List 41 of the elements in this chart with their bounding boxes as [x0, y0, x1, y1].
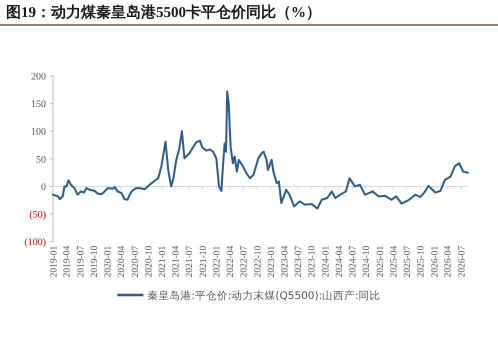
y-tick-label: 50 [36, 154, 46, 166]
y-tick-label: 200 [31, 72, 46, 82]
x-tick-label: 2025-04 [389, 245, 400, 278]
x-tick-label: 2022-10 [253, 245, 264, 278]
x-tick-label: 2022-07 [240, 245, 250, 278]
y-tick-label: 100 [31, 126, 46, 138]
x-tick-label: 2020-01 [104, 245, 114, 278]
y-tick-label: (50) [29, 210, 46, 221]
x-tick-label: 2021-04 [172, 245, 182, 278]
y-tick-label: (100) [24, 237, 46, 248]
x-tick-label: 2022-01 [212, 245, 223, 278]
x-tick-label: 2025-07 [402, 245, 413, 278]
x-tick-label: 2020-07 [130, 245, 141, 278]
x-tick-label: 2025-01 [376, 245, 386, 278]
x-tick-label: 2020-10 [144, 245, 155, 278]
x-tick-label: 2024-10 [362, 245, 372, 278]
x-tick-label: 2023-07 [294, 245, 304, 278]
x-tick-label: 2021-10 [198, 245, 209, 278]
x-tick-label: 2023-01 [267, 245, 278, 278]
x-tick-label: 2021-01 [158, 245, 168, 278]
x-tick-label: 2019-04 [62, 245, 73, 278]
x-tick-label: 2023-10 [308, 245, 318, 278]
x-tick-label: 2026-01 [430, 245, 440, 278]
y-tick-label: 0 [41, 182, 46, 193]
x-tick-label: 2023-04 [280, 245, 290, 278]
x-tick-label: 2026-07 [457, 245, 468, 278]
line-series [52, 90, 469, 210]
x-tick-label: 2021-07 [185, 245, 196, 278]
x-tick-label: 2024-04 [334, 245, 345, 278]
x-tick-label: 2019-01 [49, 245, 60, 278]
x-tick-label: 2019-10 [90, 245, 100, 278]
x-tick-label: 2020-04 [117, 245, 128, 278]
legend-label: 秦皇岛港:平仓价:动力末煤(Q5500):山西产:同比 [147, 289, 381, 302]
y-tick-label: 150 [31, 99, 46, 110]
chart-title: 图19：动力煤秦皇岛港5500卡平仓价同比（%） [6, 4, 321, 21]
x-tick-label: 2022-04 [226, 245, 236, 278]
x-tick-label: 2024-07 [348, 245, 359, 278]
x-tick-label: 2026-04 [444, 245, 454, 278]
x-tick-label: 2025-10 [416, 245, 427, 278]
x-tick-label: 2024-01 [321, 245, 332, 278]
x-tick-label: 2019-07 [76, 245, 86, 278]
